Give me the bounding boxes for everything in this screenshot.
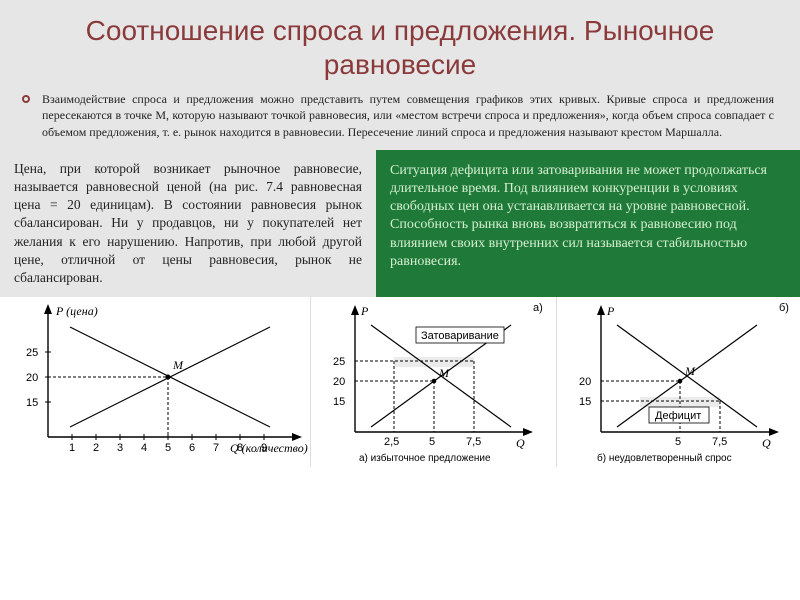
svg-text:20: 20 xyxy=(26,372,38,384)
chart2-ylabel: P xyxy=(360,304,369,318)
page-title: Соотношение спроса и предложения. Рыночн… xyxy=(30,14,770,81)
svg-text:15: 15 xyxy=(333,396,345,408)
header: Соотношение спроса и предложения. Рыночн… xyxy=(0,0,800,91)
right-text: Ситуация дефицита или затоваривания не м… xyxy=(390,162,782,271)
chart3-point: M xyxy=(684,364,696,378)
right-panel: Ситуация дефицита или затоваривания не м… xyxy=(376,150,800,298)
svg-text:15: 15 xyxy=(579,396,591,408)
intro-block: Взаимодействие спроса и предложения можн… xyxy=(0,91,800,150)
chart3-ylabel: P xyxy=(606,304,615,318)
left-panel: Цена, при которой возникает рыночное рав… xyxy=(0,150,376,298)
chart-equilibrium: P (цена) Q (количество) 15 20 25 1 2 3 4… xyxy=(0,297,311,467)
svg-text:5: 5 xyxy=(675,436,681,448)
svg-text:2: 2 xyxy=(93,442,99,454)
chart3-xlabel: Q xyxy=(762,436,771,450)
chart2-box: Затоваривание xyxy=(421,330,499,342)
svg-text:20: 20 xyxy=(333,376,345,388)
charts-row: P (цена) Q (количество) 15 20 25 1 2 3 4… xyxy=(0,297,800,467)
svg-text:5: 5 xyxy=(165,442,171,454)
left-text: Цена, при которой возникает рыночное рав… xyxy=(14,160,362,288)
svg-text:25: 25 xyxy=(333,356,345,368)
chart1-point: M xyxy=(172,358,184,372)
svg-text:7: 7 xyxy=(213,442,219,454)
chart-deficit: б) P Q 15 20 5 7,5 M Дефицит б) не xyxy=(557,297,800,467)
chart2-caption: а) избыточное предложение xyxy=(359,452,491,464)
chart1-ylabel: P (цена) xyxy=(55,304,98,318)
svg-text:7,5: 7,5 xyxy=(466,436,481,448)
svg-text:8: 8 xyxy=(237,442,243,454)
chart2-xlabel: Q xyxy=(516,436,525,450)
chart2-point: M xyxy=(438,366,450,380)
svg-text:20: 20 xyxy=(579,376,591,388)
svg-text:7,5: 7,5 xyxy=(712,436,727,448)
columns: Цена, при которой возникает рыночное рав… xyxy=(0,150,800,298)
chart3-corner: б) xyxy=(779,302,789,314)
chart3-caption: б) неудовлетворенный спрос xyxy=(597,452,732,464)
svg-text:1: 1 xyxy=(69,442,75,454)
svg-text:5: 5 xyxy=(429,436,435,448)
svg-text:4: 4 xyxy=(141,442,147,454)
svg-text:15: 15 xyxy=(26,397,38,409)
svg-text:3: 3 xyxy=(117,442,123,454)
intro-text: Взаимодействие спроса и предложения можн… xyxy=(42,91,774,140)
chart-surplus: а) P Q 15 20 25 2,5 5 7,5 xyxy=(311,297,557,467)
bullet-icon xyxy=(22,95,30,103)
svg-text:25: 25 xyxy=(26,347,38,359)
chart3-box: Дефицит xyxy=(655,410,701,422)
svg-text:9: 9 xyxy=(261,442,267,454)
svg-text:6: 6 xyxy=(189,442,195,454)
chart2-corner: а) xyxy=(533,302,543,314)
svg-text:2,5: 2,5 xyxy=(384,436,399,448)
